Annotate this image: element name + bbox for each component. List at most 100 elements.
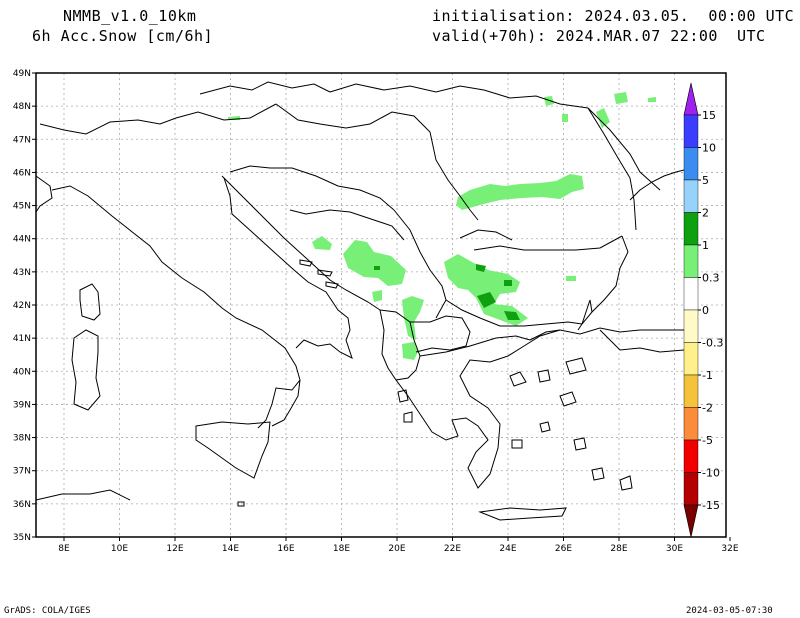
lon-tick-label: 14E <box>222 544 239 554</box>
colorbar-box <box>683 342 699 376</box>
lat-tick-label: 35N <box>13 533 31 543</box>
colorbar-label: -1 <box>702 369 713 382</box>
colorbar-label: 2 <box>702 207 709 220</box>
snow-area-bosnia <box>343 240 406 286</box>
border-macedonia <box>410 315 471 353</box>
lon-tick-label: 24E <box>499 544 516 554</box>
border-romania-north <box>587 107 661 191</box>
lon-tick-label: 32E <box>721 544 738 554</box>
border-bosnia <box>289 209 405 241</box>
lat-tick-label: 38N <box>13 434 31 444</box>
snow-area-albania <box>402 342 418 360</box>
colorbar-label: 10 <box>702 142 716 155</box>
snow-area-bulgaria-dark-2 <box>504 311 520 320</box>
coastline-greece <box>395 327 684 489</box>
model-title: NMMB_v1.0_10km <box>63 7 197 25</box>
island-dalmatia-1 <box>299 259 313 267</box>
border-serbia-romania <box>459 229 513 241</box>
colorbar-label: 15 <box>702 109 716 122</box>
colorbar-top-triangle <box>683 82 699 116</box>
coastline-italy-west <box>51 185 301 429</box>
lon-tick-label: 16E <box>277 544 294 554</box>
longitude-labels: 8E 10E 12E 14E 16E 18E 20E 22E 24E 26E 28E 30E 32E <box>58 537 739 554</box>
coastline-calabria <box>271 379 301 427</box>
lon-tick-label: 12E <box>166 544 183 554</box>
snow-area-romania <box>456 174 584 210</box>
coastline-adriatic-east <box>221 175 397 381</box>
colorbar-box <box>683 277 699 311</box>
border-hungary-romania <box>429 131 479 221</box>
snow-area-ukraine-1 <box>614 92 628 104</box>
lat-tick-label: 40N <box>13 367 31 377</box>
snow-area-bosnia-dark <box>374 266 380 270</box>
islands <box>237 259 633 507</box>
map-outlines <box>35 81 685 521</box>
border-romania-bulgaria <box>473 235 623 251</box>
island-aegean-6 <box>511 439 523 449</box>
lon-tick-label: 28E <box>610 544 627 554</box>
lat-tick-label: 39N <box>13 400 31 410</box>
lon-tick-label: 22E <box>444 544 461 554</box>
border-greece-north <box>419 335 531 357</box>
colorbar-bottom-triangle <box>683 504 699 538</box>
coastline-sicily <box>195 421 271 479</box>
lon-tick-label: 8E <box>58 544 70 554</box>
border-slovakia <box>329 83 589 109</box>
island-aegean-3 <box>559 391 577 407</box>
snow-area-montenegro <box>372 290 382 302</box>
border-hungary <box>275 103 431 133</box>
colorbar-box <box>683 147 699 181</box>
border-croatia-north <box>229 165 395 211</box>
colorbar-label: 0.3 <box>702 272 720 285</box>
snow-area-ukraine-4 <box>562 114 568 122</box>
colorbar-box <box>683 472 699 506</box>
lon-tick-label: 10E <box>111 544 128 554</box>
island-aegean-1 <box>509 371 527 387</box>
coastline-black-sea <box>577 169 685 331</box>
coastline-north-tunisia <box>35 489 131 501</box>
snow-area-ukraine-3 <box>544 96 554 106</box>
lat-tick-label: 37N <box>13 467 31 477</box>
snow-area-bulgaria <box>444 254 528 326</box>
snow-area-ukraine-5 <box>648 97 656 102</box>
island-aegean-7 <box>591 467 605 481</box>
lat-tick-label: 47N <box>13 135 31 145</box>
lon-tick-label: 26E <box>555 544 572 554</box>
colorbar-box <box>683 212 699 246</box>
island-lesvos <box>565 357 587 375</box>
footer-timestamp: 2024-03-05-07:30 <box>686 606 773 616</box>
border-alps <box>39 103 277 135</box>
snow-areas <box>228 92 656 360</box>
island-aegean-4 <box>539 421 551 433</box>
border-moldova <box>587 107 637 231</box>
coastline-italy-east <box>223 177 353 359</box>
lat-tick-label: 44N <box>13 235 31 245</box>
lat-tick-label: 48N <box>13 102 31 112</box>
colorbar-box <box>683 309 699 343</box>
snow-area-bulgaria-dark-1 <box>477 292 496 308</box>
lat-tick-label: 36N <box>13 500 31 510</box>
coastline-corsica <box>79 283 101 321</box>
graticule <box>36 73 726 537</box>
latitude-labels: 49N 48N 47N 46N 45N 44N 43N 42N 41N 40N 39N 38N 37N 3… <box>13 69 36 543</box>
init-time: initialisation: 2024.03.05. 00:00 UTC <box>432 7 795 25</box>
lat-tick-label: 45N <box>13 202 31 212</box>
colorbar-label: 1 <box>702 239 709 252</box>
island-dalmatia-2 <box>317 269 333 277</box>
snow-area-romania-small <box>566 276 576 281</box>
lat-tick-label: 46N <box>13 168 31 178</box>
border-turkey <box>529 299 593 341</box>
colorbar-box <box>683 439 699 473</box>
snow-area-ukraine-2 <box>596 108 610 128</box>
lat-tick-label: 41N <box>13 334 31 344</box>
lat-tick-label: 49N <box>13 69 31 79</box>
colorbar-box <box>683 407 699 441</box>
colorbar-label: -0.3 <box>702 337 723 350</box>
snow-area-bulgaria-dark-4 <box>504 280 512 286</box>
border-austria-north <box>199 81 331 95</box>
field-title: 6h Acc.Snow [cm/6h] <box>32 27 214 45</box>
colorbar-label: -5 <box>702 434 713 447</box>
island-aegean-5 <box>573 437 587 451</box>
border-albania <box>379 309 421 381</box>
